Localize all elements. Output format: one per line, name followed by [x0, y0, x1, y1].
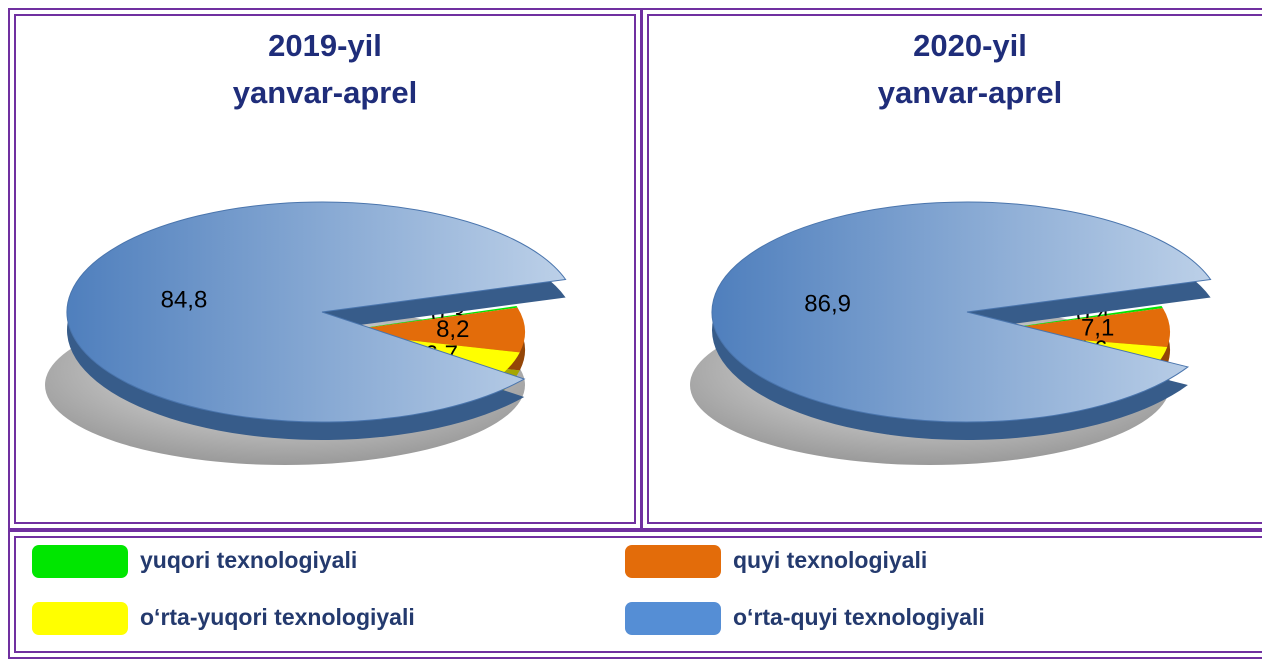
legend-swatch: [32, 602, 128, 635]
slice: [980, 305, 1163, 332]
legend-swatch: [625, 545, 721, 578]
legend-label: yuqori texnologiyali: [140, 547, 357, 573]
legend-label: o‘rta-yuqori texnologiyali: [140, 604, 415, 630]
frames: [8, 8, 1262, 659]
chart-subtitle: yanvar-aprel: [233, 75, 417, 110]
legend-swatch: [625, 602, 721, 635]
value-label: 7,1: [1081, 315, 1114, 342]
value-label: 8,2: [436, 316, 469, 343]
legend-label: o‘rta-quyi texnologiyali: [733, 604, 985, 630]
chart-title: 2020-yil: [913, 28, 1027, 63]
value-label: 84,8: [161, 287, 208, 314]
slice: [980, 308, 1171, 347]
legend-label: quyi texnologiyali: [733, 547, 927, 573]
slice: [711, 201, 1212, 423]
chart-subtitle: yanvar-aprel: [878, 75, 1062, 110]
value-label: 86,9: [804, 291, 851, 318]
legend-swatch: [32, 545, 128, 578]
chart-title: 2019-yil: [268, 28, 382, 63]
slice: [335, 305, 518, 332]
slice: [66, 201, 567, 423]
slice: [335, 307, 525, 353]
